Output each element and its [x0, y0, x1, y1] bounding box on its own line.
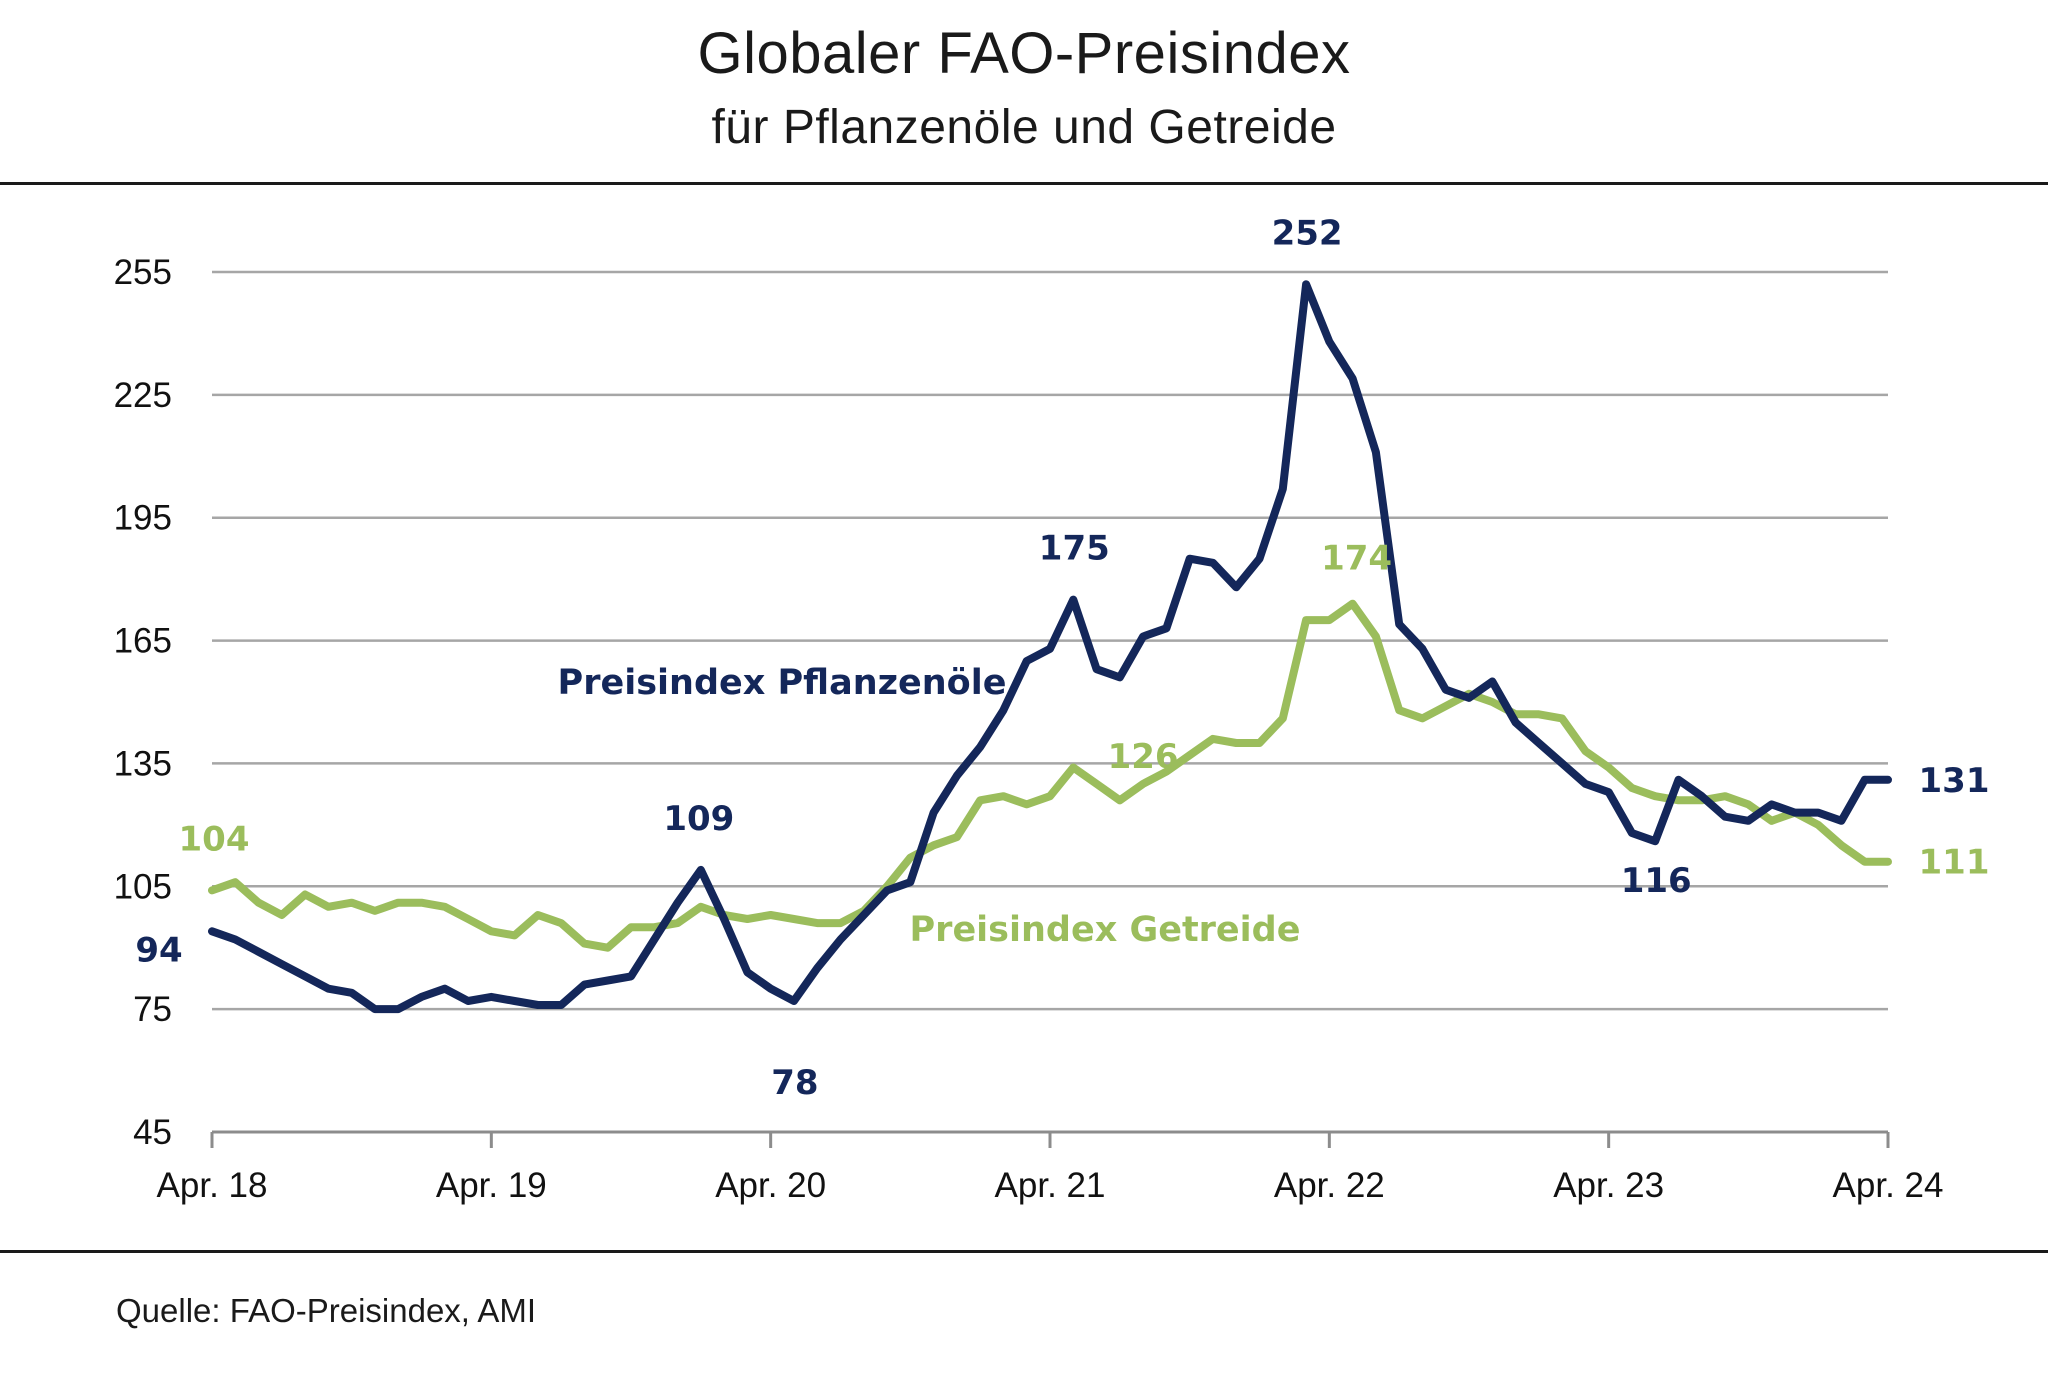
y-tick-label: 255	[114, 253, 172, 292]
series-lines	[208, 280, 1892, 1014]
data-label: 174	[1321, 539, 1392, 579]
bottom-divider	[0, 1250, 2048, 1253]
chart-title: Globaler FAO-Preisindex	[697, 21, 1351, 86]
y-tick-label: 165	[114, 622, 172, 661]
series-label-pflanzenoele: Preisindex Pflanzenöle	[558, 663, 1007, 703]
chart-subtitle: für Pflanzenöle und Getreide	[711, 101, 1337, 154]
data-label: 116	[1621, 861, 1692, 901]
y-tick-label: 45	[133, 1113, 172, 1152]
data-label: 131	[1919, 761, 1990, 801]
axes: 45 75 105 135 165 195 225 255 Apr. 18 Apr. 19 Apr.…	[114, 253, 1944, 1205]
series-line-getreide	[208, 599, 1892, 952]
x-tick-label: Apr. 21	[995, 1166, 1106, 1205]
y-tick-label: 75	[133, 990, 172, 1029]
data-label: 104	[179, 819, 250, 859]
data-label: 126	[1108, 737, 1179, 777]
data-label: 252	[1272, 213, 1343, 253]
y-tick-label: 135	[114, 744, 172, 783]
y-tick-label: 195	[114, 499, 172, 538]
y-tick-label: 225	[114, 376, 172, 415]
series-label-getreide: Preisindex Getreide	[910, 910, 1301, 950]
series-line-pflanzenoele	[208, 280, 1892, 1014]
data-label: 109	[663, 799, 734, 839]
x-tick-label: Apr. 20	[715, 1166, 826, 1205]
y-tick-label: 105	[114, 867, 172, 906]
data-label: 111	[1919, 843, 1990, 883]
data-label: 175	[1039, 529, 1110, 569]
data-labels: Preisindex Pflanzenöle Preisindex Getreid…	[135, 213, 1989, 1103]
x-tick-label: Apr. 24	[1833, 1166, 1944, 1205]
x-tick-label: Apr. 19	[436, 1166, 547, 1205]
source-note: Quelle: FAO-Preisindex, AMI	[116, 1292, 536, 1329]
x-tick-label: Apr. 18	[157, 1166, 268, 1205]
x-tick-label: Apr. 22	[1274, 1166, 1385, 1205]
x-tick-label: Apr. 23	[1553, 1166, 1664, 1205]
data-label: 94	[135, 930, 182, 970]
top-divider	[0, 182, 2048, 185]
data-label: 78	[771, 1063, 818, 1103]
